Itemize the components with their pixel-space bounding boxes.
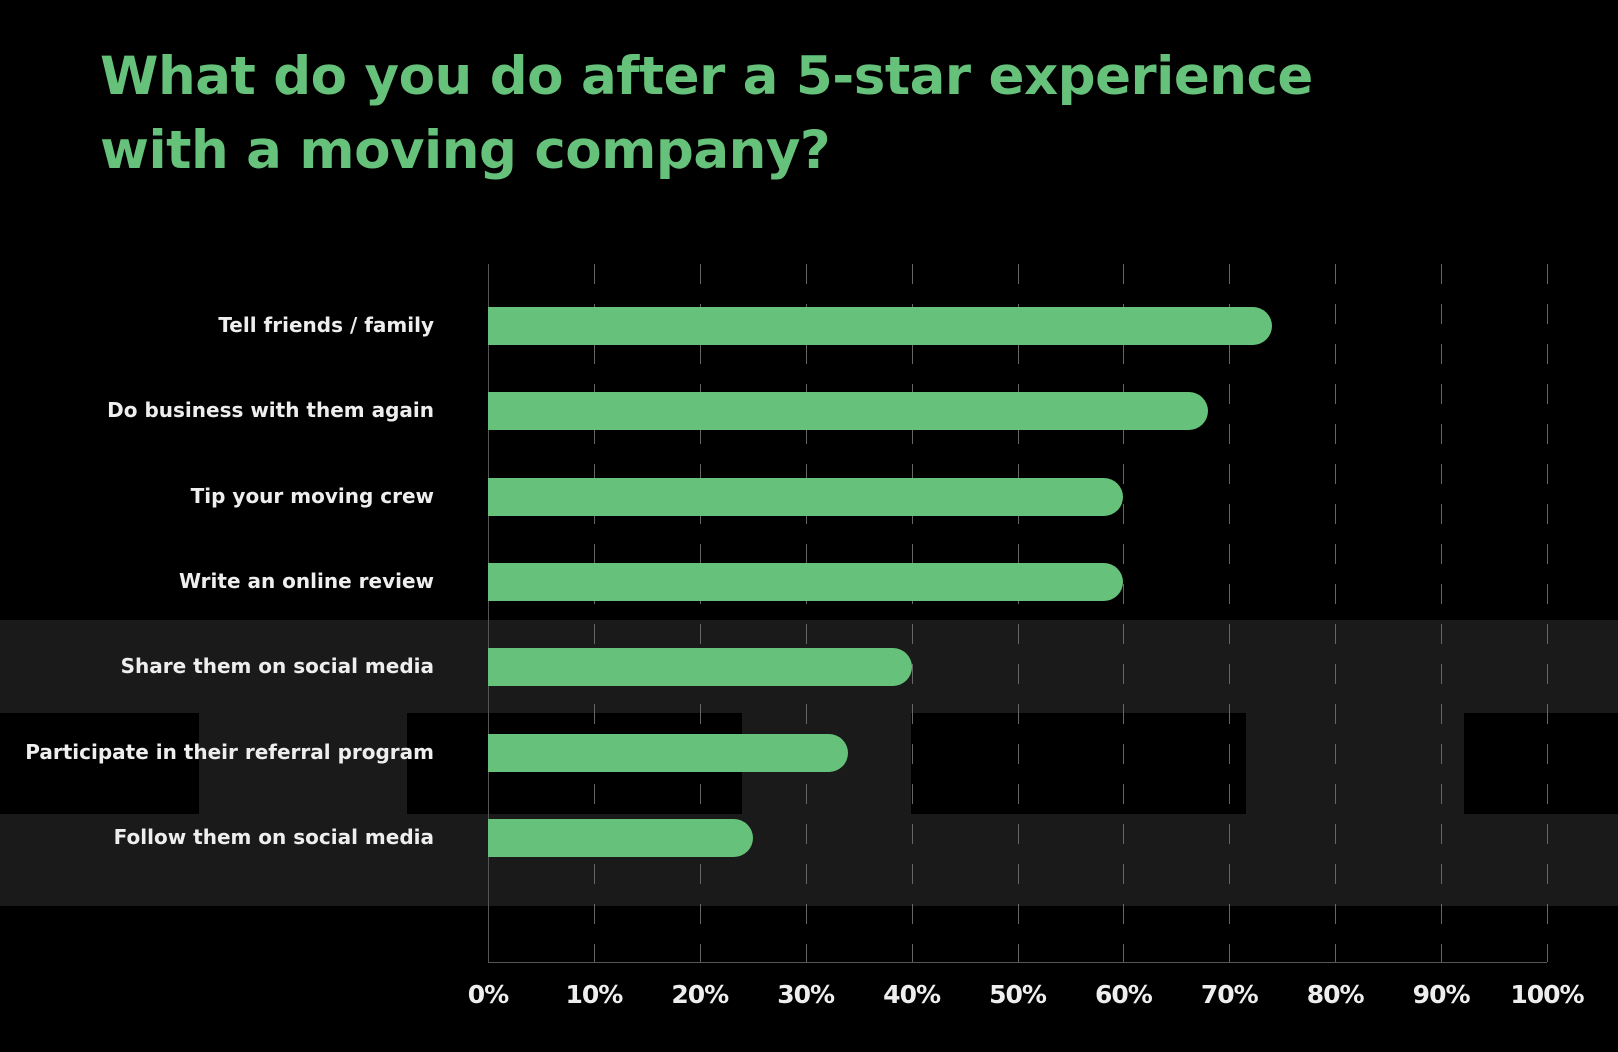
gridline <box>1547 264 1548 962</box>
x-tick-label: 50% <box>989 980 1047 1009</box>
gridline <box>1335 264 1337 962</box>
x-tick-label: 90% <box>1412 980 1471 1009</box>
category-label: Write an online review <box>178 568 434 593</box>
y-axis-line <box>488 264 489 962</box>
bar <box>488 733 849 772</box>
background-patch <box>911 713 1246 814</box>
x-tick-label: 40% <box>883 980 941 1009</box>
bar <box>488 392 1209 431</box>
category-label: Tip your moving crew <box>190 483 434 508</box>
gridline <box>805 264 807 962</box>
x-tick-label: 10% <box>565 980 623 1009</box>
gridline <box>699 264 701 962</box>
x-tick-label: 70% <box>1200 980 1259 1009</box>
plot-area <box>488 264 1548 963</box>
x-tick-label: 60% <box>1094 980 1153 1009</box>
background-patch <box>1464 713 1618 814</box>
gridline <box>1017 264 1019 962</box>
category-label: Share them on social media <box>120 654 434 679</box>
bar <box>488 307 1272 345</box>
x-tick-label: 0% <box>467 980 509 1009</box>
category-label: Participate in their referral program <box>25 739 434 764</box>
gridline <box>1229 264 1231 962</box>
x-tick-label: 80% <box>1306 980 1365 1009</box>
category-label: Tell friends / family <box>218 313 434 337</box>
category-label: Follow them on social media <box>113 824 434 849</box>
bar <box>488 648 912 687</box>
x-axis-line <box>488 962 1547 963</box>
x-tick-label: 30% <box>777 980 835 1009</box>
chart-title: What do you do after a 5-star experience… <box>100 46 1313 181</box>
bar <box>488 477 1124 516</box>
x-tick-label: 20% <box>671 980 729 1009</box>
bar <box>488 818 753 857</box>
gridline <box>593 264 595 962</box>
gridline <box>1123 264 1125 962</box>
background-patch <box>0 713 199 814</box>
gridline <box>1441 264 1443 962</box>
gridline <box>911 264 913 962</box>
bar <box>488 562 1124 601</box>
category-label: Do business with them again <box>107 398 434 423</box>
x-tick-label: 100% <box>1510 980 1584 1009</box>
